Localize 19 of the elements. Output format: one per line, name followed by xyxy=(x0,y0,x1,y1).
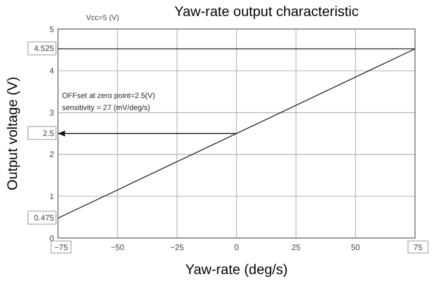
y-tick-label: 4.525 xyxy=(34,44,55,54)
x-tick-label: −50 xyxy=(110,242,125,252)
x-tick-label: 25 xyxy=(292,242,301,252)
x-tick-label: 0 xyxy=(234,242,240,252)
y-tick-label: 1 xyxy=(50,192,55,201)
y-tick-label: 0 xyxy=(50,234,55,243)
y-tick-label: 4 xyxy=(50,66,55,76)
x-tick-label: −25 xyxy=(170,242,184,252)
y-tick-label: 2 xyxy=(50,150,55,160)
y-axis-title: Output voltage (V) xyxy=(4,76,20,190)
y-tick-label: 0.475 xyxy=(34,213,55,222)
x-tick-label: 50 xyxy=(351,242,360,252)
y-tick-label: 2.5 xyxy=(42,128,55,138)
x-tick-label: −75 xyxy=(54,242,68,252)
y-tick-label: 3 xyxy=(50,108,55,118)
chart-title: Yaw-rate output characteristic xyxy=(174,3,359,19)
x-tick-label: 75 xyxy=(414,242,423,252)
x-axis-title: Yaw-rate (deg/s) xyxy=(185,261,288,277)
y-tick-label: 5 xyxy=(50,24,55,34)
